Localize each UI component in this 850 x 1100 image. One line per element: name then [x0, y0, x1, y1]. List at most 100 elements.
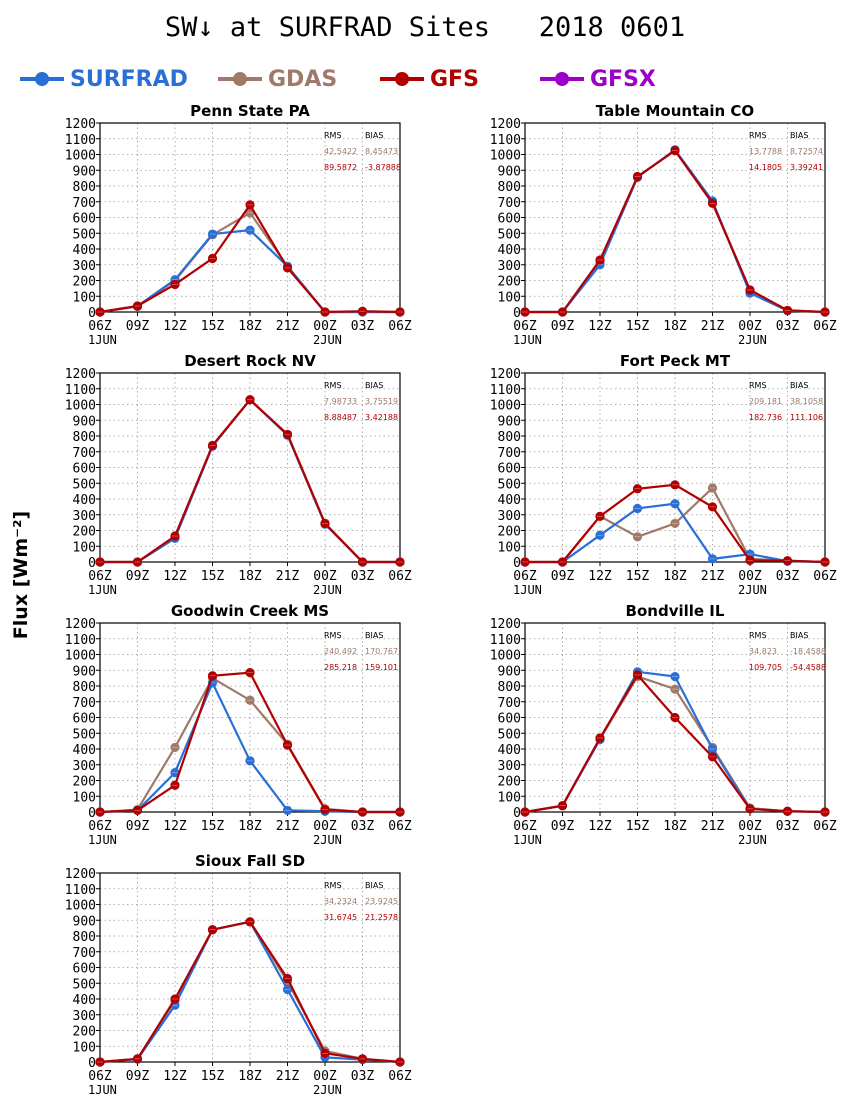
- stats-rms-gfs: 182.736: [749, 413, 782, 422]
- y-tick-label: 0: [513, 306, 521, 321]
- y-tick-label: 1000: [490, 399, 521, 414]
- y-tick-label: 1200: [65, 117, 96, 132]
- x-date-label: 1JUN: [88, 1083, 117, 1097]
- x-tick-label: 03Z: [776, 819, 800, 834]
- x-tick-label: 18Z: [663, 569, 687, 584]
- y-tick-label: 1100: [490, 383, 521, 398]
- x-tick-label: 03Z: [351, 569, 375, 584]
- y-tick-label: 300: [73, 259, 96, 274]
- y-tick-label: 300: [73, 1009, 96, 1024]
- x-tick-label: 12Z: [588, 319, 612, 334]
- stats-rms-gfs: 285.218: [324, 663, 357, 672]
- series-line-gfs: [99, 671, 400, 814]
- y-tick-label: 700: [73, 196, 96, 211]
- y-tick-label: 500: [498, 477, 521, 492]
- x-tick-label: 15Z: [201, 319, 225, 334]
- x-tick-label: 15Z: [626, 569, 650, 584]
- y-tick-label: 200: [73, 275, 96, 290]
- y-tick-label: 100: [498, 790, 521, 805]
- legend-marker-gfs: [380, 72, 424, 86]
- x-tick-label: 03Z: [351, 819, 375, 834]
- x-tick-label: 18Z: [663, 319, 687, 334]
- y-tick-label: 500: [73, 477, 96, 492]
- y-tick-label: 0: [88, 556, 96, 571]
- stats-bias-gdas: 38.1058: [790, 397, 823, 406]
- y-tick-label: 100: [498, 290, 521, 305]
- y-tick-label: 1100: [490, 133, 521, 148]
- y-tick-label: 300: [498, 759, 521, 774]
- y-tick-label: 1100: [65, 383, 96, 398]
- y-tick-label: 1000: [490, 149, 521, 164]
- y-tick-label: 700: [73, 946, 96, 961]
- y-tick-label: 800: [73, 680, 96, 695]
- legend-label-gfs: GFS: [430, 67, 479, 92]
- series-line-gdas: [100, 398, 400, 564]
- y-tick-label: 200: [498, 775, 521, 790]
- stats-rms-gdas: 240.492: [324, 647, 357, 656]
- stats-bias-gdas: -18.4588: [790, 647, 826, 656]
- y-tick-label: 400: [73, 993, 96, 1008]
- x-tick-label: 06Z: [388, 819, 412, 834]
- stats-bias-gfs: -54.4588: [790, 663, 826, 672]
- x-tick-label: 21Z: [701, 319, 725, 334]
- y-tick-label: 900: [73, 164, 96, 179]
- y-tick-label: 700: [498, 446, 521, 461]
- stats-header-bias: BIAS: [365, 881, 383, 890]
- x-tick-label: 12Z: [588, 569, 612, 584]
- stats-rms-gfs: 109.705: [749, 663, 782, 672]
- y-tick-label: 500: [498, 727, 521, 742]
- x-tick-label: 06Z: [513, 569, 537, 584]
- y-tick-label: 100: [498, 540, 521, 555]
- x-tick-label: 00Z: [313, 819, 337, 834]
- y-tick-label: 400: [498, 243, 521, 258]
- y-tick-label: 500: [73, 727, 96, 742]
- x-tick-label: 12Z: [588, 819, 612, 834]
- x-tick-label: 18Z: [238, 319, 262, 334]
- y-tick-label: 200: [498, 275, 521, 290]
- y-tick-label: 700: [73, 696, 96, 711]
- stats-header-rms: RMS: [324, 881, 342, 890]
- x-tick-label: 00Z: [738, 569, 762, 584]
- chart-title: Goodwin Creek MS: [171, 602, 329, 620]
- y-tick-label: 1000: [65, 149, 96, 164]
- y-tick-label: 400: [73, 243, 96, 258]
- x-tick-label: 12Z: [163, 569, 187, 584]
- y-tick-label: 300: [498, 259, 521, 274]
- y-tick-label: 300: [498, 509, 521, 524]
- y-tick-label: 900: [73, 414, 96, 429]
- y-tick-label: 800: [73, 430, 96, 445]
- x-tick-label: 09Z: [126, 569, 150, 584]
- x-tick-label: 21Z: [276, 1069, 300, 1084]
- stats-rms-gfs: 89.5872: [324, 163, 357, 172]
- y-tick-label: 0: [88, 806, 96, 821]
- stats-header-bias: BIAS: [365, 131, 383, 140]
- chart-panel-bondville-il: Bondville IL 0100200300400500600700800900…: [490, 602, 837, 847]
- stats-rms-gdas: 13.7788: [749, 147, 782, 156]
- y-tick-label: 200: [498, 525, 521, 540]
- series-line-gfs: [100, 398, 400, 564]
- stats-header-bias: BIAS: [365, 381, 383, 390]
- stats-rms-gdas: 7.98733: [324, 397, 357, 406]
- y-tick-label: 300: [73, 509, 96, 524]
- y-tick-label: 1200: [490, 117, 521, 132]
- y-tick-label: 1000: [490, 649, 521, 664]
- stats-header-rms: RMS: [749, 131, 767, 140]
- legend-marker-gdas: [218, 72, 262, 86]
- stats-header-rms: RMS: [749, 381, 767, 390]
- x-tick-label: 03Z: [776, 319, 800, 334]
- y-tick-label: 600: [498, 212, 521, 227]
- x-tick-label: 12Z: [163, 319, 187, 334]
- x-tick-label: 00Z: [738, 319, 762, 334]
- x-tick-label: 06Z: [813, 819, 837, 834]
- y-tick-label: 1100: [490, 633, 521, 648]
- x-tick-label: 03Z: [351, 1069, 375, 1084]
- page-title: SW↓ at SURFRAD Sites 2018 0601: [164, 12, 686, 43]
- chart-title: Table Mountain CO: [596, 102, 754, 120]
- x-tick-label: 12Z: [163, 1069, 187, 1084]
- y-tick-label: 400: [73, 743, 96, 758]
- y-tick-label: 500: [498, 227, 521, 242]
- stats-bias-gdas: 8.45473: [365, 147, 398, 156]
- x-tick-label: 09Z: [126, 819, 150, 834]
- y-tick-label: 700: [73, 446, 96, 461]
